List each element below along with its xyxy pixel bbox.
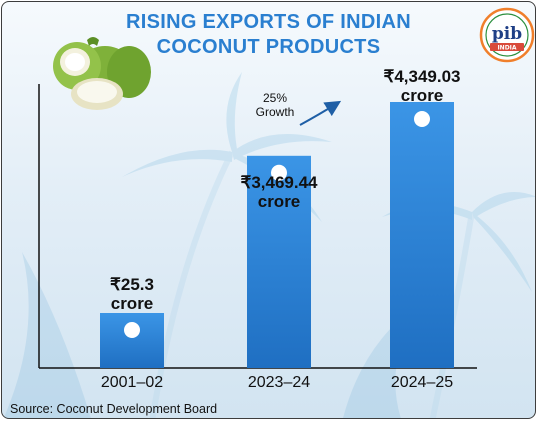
- growth-arrow: [299, 100, 342, 126]
- growth-label: Growth: [255, 105, 295, 119]
- logo-subtext: INDIA: [497, 45, 516, 52]
- value-amount: ₹4,349.03: [383, 67, 461, 86]
- bar-marker-dot: [414, 111, 430, 127]
- logo-text: pib: [492, 24, 522, 44]
- bar-2024–25: [390, 102, 454, 368]
- value-unit: crore: [400, 86, 444, 105]
- value-amount: ₹25.3: [110, 275, 154, 294]
- chart-title: RISING EXPORTS OF INDIAN COCONUT PRODUCT…: [2, 10, 535, 60]
- pib-logo-icon: pib INDIA: [479, 7, 535, 63]
- bar-marker-dot: [271, 164, 287, 181]
- coconut-image: [53, 37, 151, 110]
- chart-title-line-2: COCONUT PRODUCTS: [156, 36, 381, 58]
- value-label-2001-02: ₹25.3 crore: [67, 275, 197, 313]
- bar-marker-dot: [124, 322, 140, 338]
- source-note: Source: Coconut Development Board: [10, 402, 218, 416]
- growth-annotation: 25% Growth: [240, 91, 310, 119]
- value-amount: ₹3,469.44: [240, 173, 318, 192]
- value-unit: crore: [257, 192, 301, 211]
- bar-2001–02: [100, 313, 164, 368]
- x-tick-label: 2024–25: [390, 374, 454, 391]
- x-tick-label: 2023–24: [247, 374, 311, 391]
- bar-2023–24: [247, 155, 311, 368]
- value-label-2023-24: ₹3,469.44 crore: [214, 173, 344, 211]
- bar-chart: [38, 84, 477, 369]
- value-label-2024-25: ₹4,349.03 crore: [357, 67, 487, 105]
- growth-percent: 25%: [262, 91, 288, 105]
- value-unit: crore: [110, 294, 154, 313]
- x-tick-label: 2001–02: [100, 374, 164, 391]
- chart-title-line-1: RISING EXPORTS OF INDIAN: [125, 11, 411, 33]
